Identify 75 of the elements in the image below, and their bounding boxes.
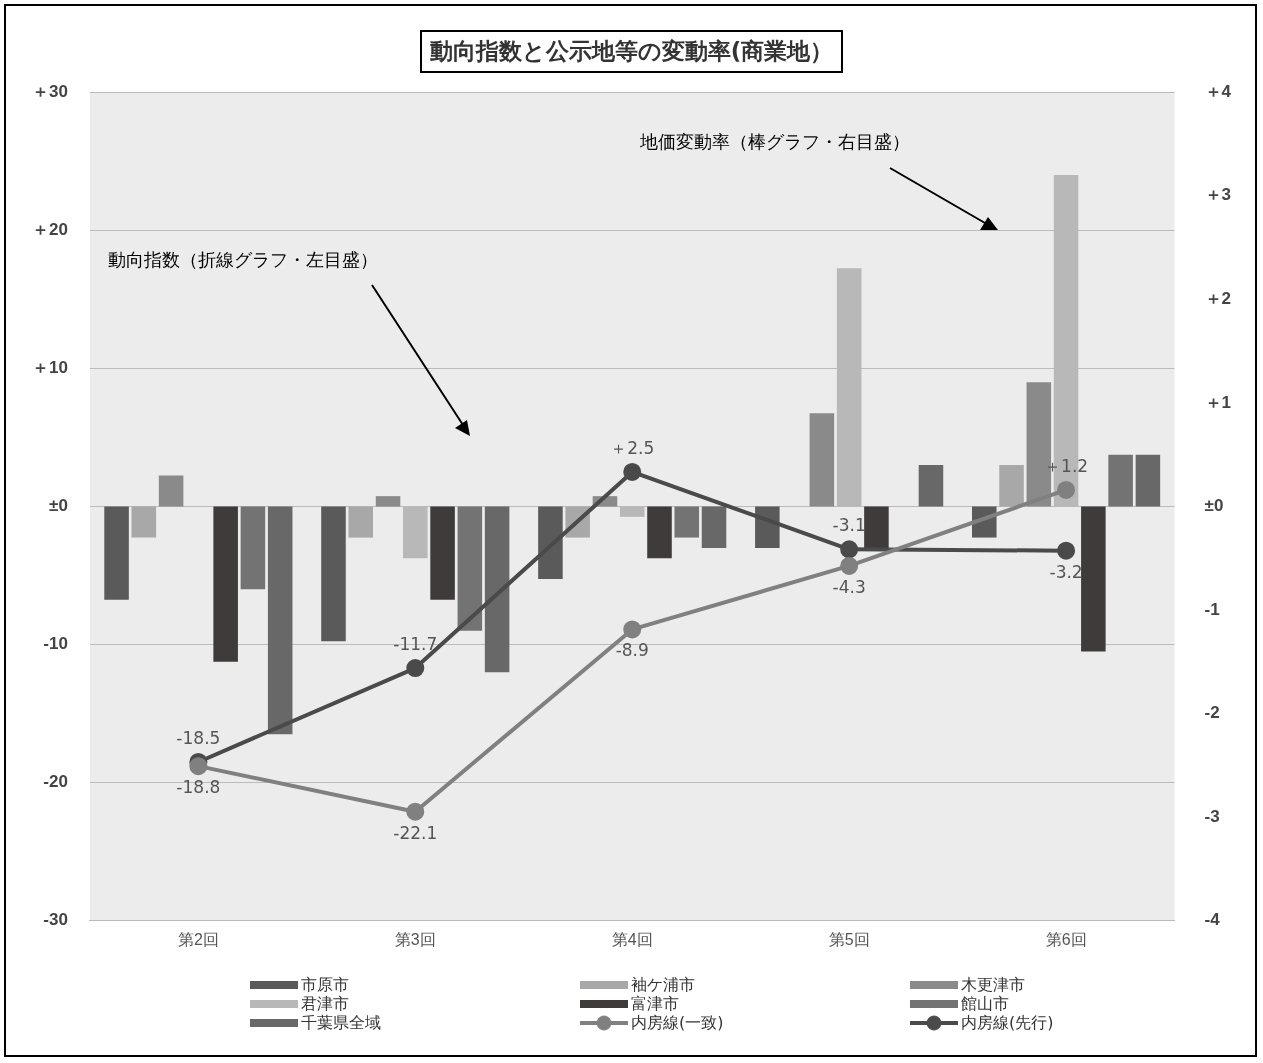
bar	[1108, 454, 1133, 507]
y-tick-label: -30	[43, 910, 68, 930]
legend-label: 内房線(一致)	[631, 1013, 724, 1032]
point	[1057, 480, 1076, 499]
legend-label: 袖ケ浦市	[631, 975, 695, 994]
legend-label: 君津市	[301, 994, 349, 1013]
bar	[213, 506, 238, 662]
bar	[701, 506, 727, 548]
y-tick-label: -20	[43, 772, 68, 792]
legend-label: 木更津市	[961, 975, 1025, 994]
y-tick-label: ＋20	[31, 219, 68, 239]
point	[840, 540, 859, 559]
chart-title: 動向指数と公示地等の変動率(商業地）	[419, 30, 844, 73]
data-label: -22.1	[393, 822, 438, 843]
point	[406, 659, 425, 678]
point	[623, 462, 642, 481]
y2-tick-label: -1	[1204, 599, 1220, 619]
y2-tick-label: ＋2	[1204, 289, 1232, 309]
bar	[538, 506, 563, 579]
data-label: ＋2.5	[610, 437, 655, 458]
data-label: -3.2	[1049, 561, 1083, 582]
point	[406, 802, 425, 821]
bar	[321, 506, 346, 642]
bar	[999, 465, 1024, 507]
bar	[158, 475, 184, 507]
y2-tick-label: ＋1	[1204, 392, 1232, 412]
bar	[267, 506, 293, 735]
y-tick-label: ±0	[49, 496, 68, 516]
bar	[457, 506, 483, 631]
bar	[918, 465, 944, 507]
bar	[348, 506, 374, 538]
point	[1057, 541, 1076, 560]
annotation: 地価変動率（棒グラフ・右目盛）	[640, 130, 910, 154]
bar	[375, 496, 401, 507]
bar	[674, 506, 700, 538]
y2-tick-label: ＋3	[1204, 185, 1232, 205]
data-label: -18.8	[176, 777, 221, 798]
data-label: -4.3	[832, 576, 866, 597]
data-label: -3.1	[832, 515, 866, 536]
x-tick-label: 第3回	[394, 930, 436, 948]
bar	[430, 506, 455, 600]
bar	[647, 506, 672, 559]
bar	[809, 413, 835, 507]
y-tick-label: -10	[43, 634, 68, 654]
bar	[1081, 506, 1106, 652]
bar	[484, 506, 510, 673]
x-tick-label: 第5回	[828, 930, 870, 948]
x-tick-label: 第4回	[611, 930, 653, 948]
bar	[104, 506, 129, 600]
x-tick-label: 第6回	[1045, 930, 1087, 948]
annotation: 動向指数（折線グラフ・左目盛）	[108, 248, 378, 272]
point	[189, 757, 208, 776]
bar	[131, 506, 157, 538]
point	[840, 556, 859, 575]
data-label: -8.9	[615, 640, 649, 661]
legend-label: 千葉県全域	[301, 1013, 381, 1032]
point	[623, 620, 642, 639]
y2-tick-label: ±0	[1204, 496, 1224, 516]
data-label: -18.5	[176, 727, 221, 748]
y2-tick-label: ＋4	[1204, 81, 1232, 101]
data-label: ＋1.2	[1044, 455, 1089, 476]
x-tick-label: 第2回	[177, 930, 219, 948]
bar	[240, 506, 266, 590]
legend-label: 市原市	[301, 975, 349, 994]
bar	[1135, 454, 1161, 507]
legend-label: 富津市	[631, 994, 679, 1013]
y-tick-label: ＋10	[31, 358, 68, 378]
y-tick-label: ＋30	[31, 81, 68, 101]
legend-label: 内房線(先行)	[961, 1013, 1054, 1032]
y2-tick-label: -2	[1204, 703, 1220, 723]
bar	[864, 506, 889, 548]
data-label: -11.7	[393, 634, 438, 654]
y2-tick-label: -3	[1204, 806, 1220, 826]
legend-label: 館山市	[961, 994, 1009, 1013]
y2-tick-label: -4	[1204, 910, 1221, 930]
